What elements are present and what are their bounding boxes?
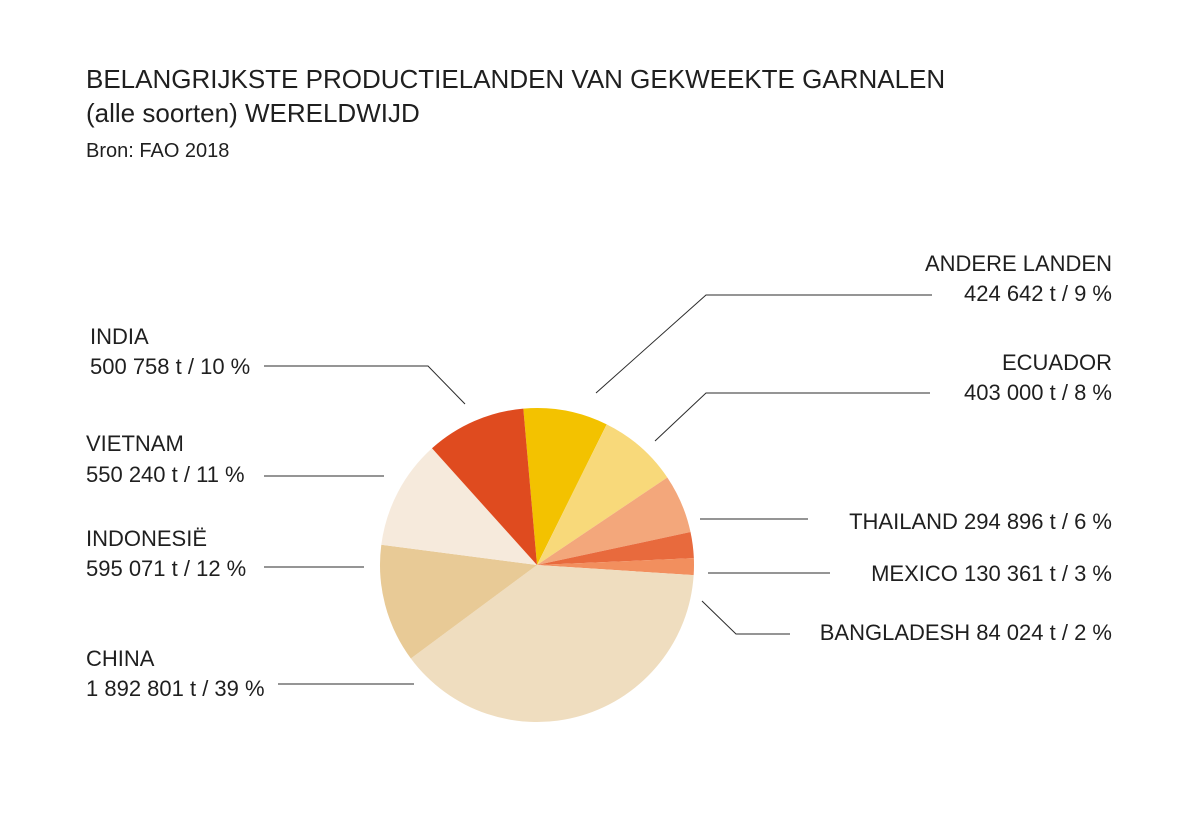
- slice-name-value-mexico: MEXICO 130 361 t / 3 %: [871, 561, 1112, 586]
- pie-slice-india: [432, 408, 537, 565]
- slice-labels: ANDERE LANDEN 424 642 t / 9 % ECUADOR 403 0…: [86, 251, 1112, 701]
- slice-value-andere-landen: 424 642 t / 9 %: [964, 281, 1112, 306]
- slice-label-ecuador: ECUADOR 403 000 t / 8 %: [964, 350, 1112, 405]
- slice-label-thailand: THAILAND 294 896 t / 6 %: [849, 509, 1112, 534]
- pie-slice-indonesie: [380, 544, 537, 659]
- slice-name-andere-landen: ANDERE LANDEN: [925, 251, 1112, 276]
- chart-title-line2: (alle soorten) WERELDWIJD: [86, 98, 420, 128]
- slice-name-china: CHINA: [86, 646, 155, 671]
- slice-value-ecuador: 403 000 t / 8 %: [964, 380, 1112, 405]
- pie-slice-vietnam: [381, 448, 537, 565]
- leader-line-ecuador: [654, 392, 930, 442]
- pie-slices: [380, 408, 694, 723]
- leader-lines: [264, 294, 932, 685]
- slice-name-indonesie: INDONESIË: [86, 526, 207, 551]
- pie-slice-ecuador: [537, 424, 668, 565]
- slice-label-andere-landen: ANDERE LANDEN 424 642 t / 9 %: [925, 251, 1112, 306]
- slice-label-china: CHINA 1 892 801 t / 39 %: [86, 646, 265, 701]
- leader-line-andere-landen: [595, 294, 932, 394]
- leader-line-india: [264, 365, 466, 405]
- slice-value-vietnam: 550 240 t / 11 %: [86, 462, 245, 487]
- slice-value-india: 500 758 t / 10 %: [90, 354, 250, 379]
- slice-name-value-bangladesh: BANGLADESH 84 024 t / 2 %: [820, 620, 1112, 645]
- slice-name-ecuador: ECUADOR: [1002, 350, 1112, 375]
- slice-label-indonesie: INDONESIË 595 071 t / 12 %: [86, 526, 246, 581]
- pie-slice-thailand: [537, 477, 691, 565]
- chart-source: Bron: FAO 2018: [86, 140, 230, 162]
- slice-name-india: INDIA: [90, 324, 149, 349]
- slice-label-bangladesh: BANGLADESH 84 024 t / 2 %: [820, 620, 1112, 645]
- slice-value-china: 1 892 801 t / 39 %: [86, 676, 265, 701]
- chart-title-line1: BELANGRIJKSTE PRODUCTIELANDEN VAN GEKWEE…: [86, 64, 946, 94]
- chart-title: BELANGRIJKSTE PRODUCTIELANDEN VAN GEKWEE…: [86, 62, 945, 130]
- slice-label-mexico: MEXICO 130 361 t / 3 %: [871, 561, 1112, 586]
- slice-label-india: INDIA 500 758 t / 10 %: [90, 324, 250, 379]
- slice-label-vietnam: VIETNAM 550 240 t / 11 %: [86, 431, 245, 487]
- slice-value-indonesie: 595 071 t / 12 %: [86, 556, 246, 581]
- slice-name-value-thailand: THAILAND 294 896 t / 6 %: [849, 509, 1112, 534]
- leader-line-bangladesh: [701, 600, 790, 635]
- pie-slice-andere-landen: [523, 408, 607, 565]
- pie-slice-china: [410, 565, 694, 723]
- slice-name-vietnam: VIETNAM: [86, 431, 184, 456]
- pie-slice-bangladesh: [537, 558, 694, 576]
- pie-slice-mexico: [537, 532, 694, 565]
